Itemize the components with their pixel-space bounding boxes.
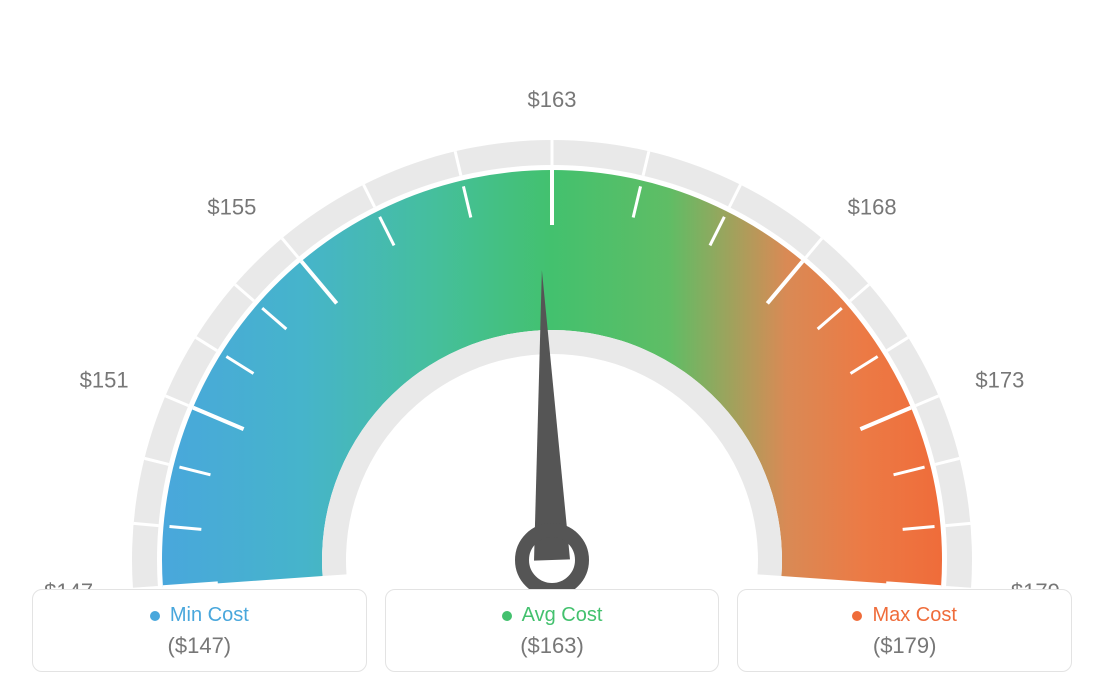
dot-icon (852, 611, 862, 621)
legend-card-min: Min Cost ($147) (32, 589, 367, 672)
gauge-tick-label: $173 (975, 367, 1024, 392)
legend-value-min: ($147) (43, 633, 356, 659)
cost-gauge-chart: $147$151$155$163$168$173$179 Min Cost ($… (0, 0, 1104, 690)
legend-value-avg: ($163) (396, 633, 709, 659)
legend-title-avg: Avg Cost (522, 604, 603, 627)
gauge-tick-label: $155 (207, 195, 256, 220)
legend-card-avg: Avg Cost ($163) (385, 589, 720, 672)
legend-card-max: Max Cost ($179) (737, 589, 1072, 672)
legend-top: Avg Cost (396, 604, 709, 627)
gauge-tick-label: $168 (848, 195, 897, 220)
dot-icon (150, 611, 160, 621)
legend-title-max: Max Cost (872, 604, 956, 627)
legend-title-min: Min Cost (170, 604, 249, 627)
legend-top: Min Cost (43, 604, 356, 627)
gauge-svg: $147$151$155$163$168$173$179 (0, 0, 1104, 590)
gauge-area: $147$151$155$163$168$173$179 (0, 0, 1104, 590)
gauge-tick-label: $151 (80, 367, 129, 392)
gauge-tick-label: $163 (528, 87, 577, 112)
legend-value-max: ($179) (748, 633, 1061, 659)
dot-icon (502, 611, 512, 621)
legend-top: Max Cost (748, 604, 1061, 627)
legend-row: Min Cost ($147) Avg Cost ($163) Max Cost… (0, 589, 1104, 672)
